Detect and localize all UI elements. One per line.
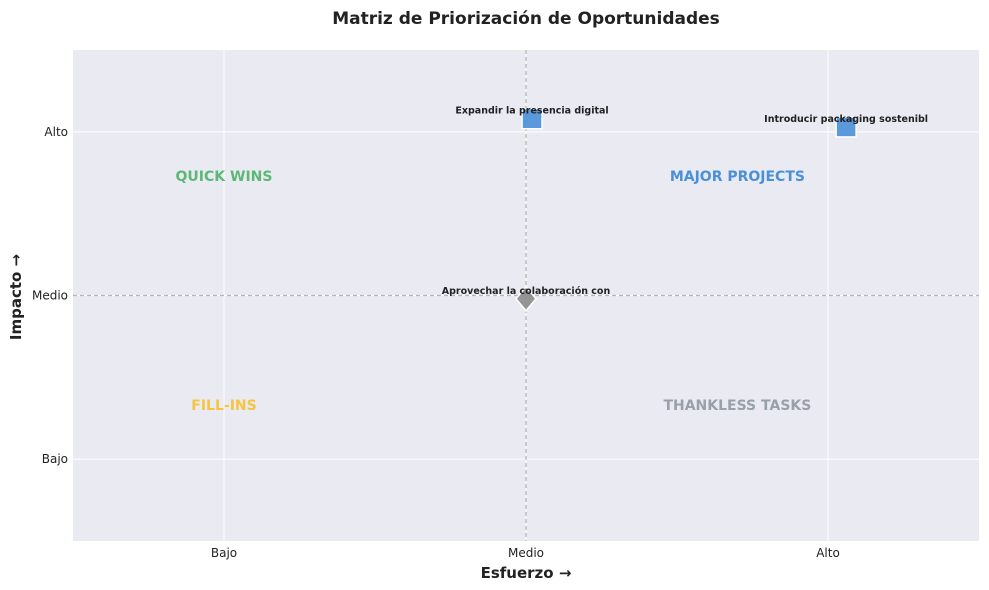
point-label: Expandir la presencia digital xyxy=(455,106,608,117)
data-point-diamond xyxy=(515,285,537,312)
data-point-square xyxy=(521,107,543,130)
y-tick-label: Bajo xyxy=(42,452,68,466)
quadrant-label: THANKLESS TASKS xyxy=(663,398,811,414)
quadrant-label: MAJOR PROJECTS xyxy=(670,169,805,185)
data-point-square xyxy=(835,116,857,138)
point-label: Introducir packaging sostenibl xyxy=(764,114,928,125)
chart-title: Matriz de Priorización de Oportunidades xyxy=(332,9,720,29)
quadrant-label: QUICK WINS xyxy=(176,169,273,185)
quadrant-labels: QUICK WINS MAJOR PROJECTS FILL-INS THANKLES… xyxy=(176,169,812,414)
y-tick-label: Medio xyxy=(32,289,68,303)
y-tick-labels: Bajo Medio Alto xyxy=(32,125,68,466)
x-tick-label: Alto xyxy=(816,546,840,560)
point-labels: Expandir la presencia digital Introducir … xyxy=(442,106,928,297)
x-tick-label: Bajo xyxy=(211,546,237,560)
point-label: Aprovechar la colaboración con xyxy=(442,286,611,297)
data-points xyxy=(515,107,857,312)
x-tick-labels: Bajo Medio Alto xyxy=(211,546,840,560)
y-axis-label: Impacto → xyxy=(7,254,25,340)
x-tick-label: Medio xyxy=(508,546,544,560)
quadrant-label: FILL-INS xyxy=(191,398,256,414)
y-tick-label: Alto xyxy=(44,125,68,139)
x-axis-label: Esfuerzo → xyxy=(481,564,572,582)
